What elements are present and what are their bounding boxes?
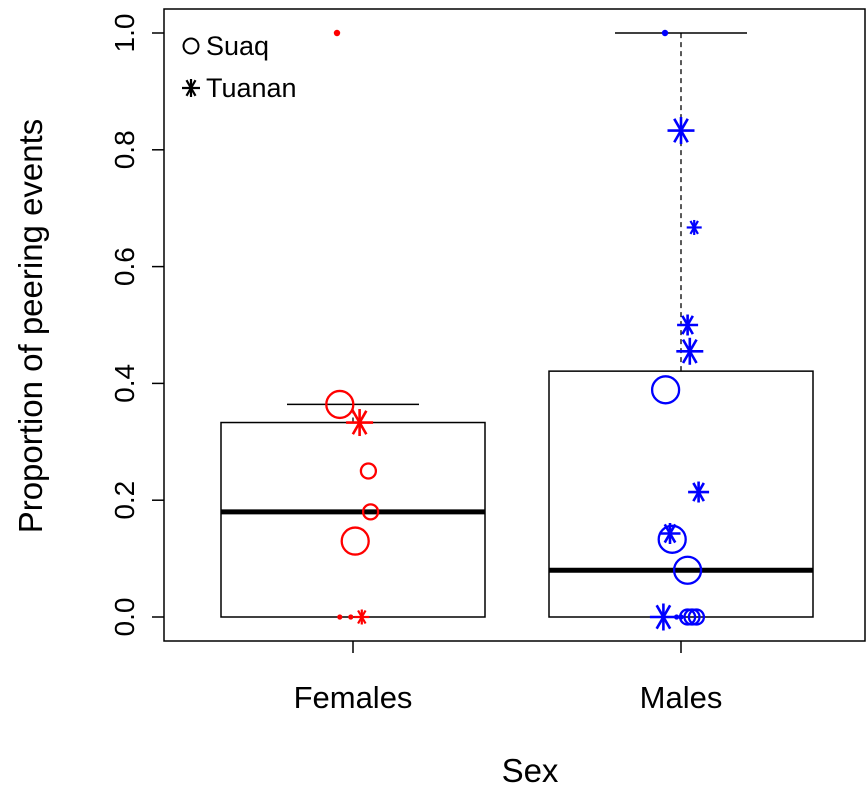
box-males bbox=[548, 370, 814, 618]
outlier-males-1 bbox=[661, 29, 669, 37]
y-axis-title: Proportion of peering events bbox=[12, 119, 49, 534]
x-tick-label-females: Females bbox=[294, 680, 413, 715]
y-tick-label-1: 0.2 bbox=[109, 481, 140, 520]
point-males-suaq-19 bbox=[674, 614, 680, 620]
plot-frame bbox=[163, 8, 866, 642]
point-males-suaq-17 bbox=[672, 555, 703, 585]
point-males-suaq-21 bbox=[678, 608, 697, 626]
point-males-suaq-22 bbox=[683, 608, 701, 626]
y-tick-label-4: 0.8 bbox=[109, 130, 140, 169]
x-tick-label-males: Males bbox=[640, 680, 723, 715]
point-females-suaq-3 bbox=[359, 462, 378, 480]
point-males-tuanan-11 bbox=[686, 219, 702, 235]
point-males-tuanan-12 bbox=[677, 314, 699, 336]
y-axis: 0.0 0.2 0.4 0.6 0.8 1.0 bbox=[109, 14, 164, 637]
x-axis-title: Sex bbox=[502, 752, 559, 789]
point-females-suaq-4 bbox=[361, 503, 380, 521]
legend-label-suaq: Suaq bbox=[206, 31, 269, 61]
point-males-tuanan-10 bbox=[667, 117, 695, 145]
point-females-tuanan-2 bbox=[346, 409, 374, 437]
point-females-suaq-7 bbox=[348, 614, 354, 620]
point-males-tuanan-14 bbox=[688, 481, 710, 503]
point-males-tuanan-18 bbox=[649, 603, 677, 631]
x-axis: Females Males bbox=[294, 641, 723, 715]
legend-marker-tuanan bbox=[182, 79, 200, 97]
box-females bbox=[220, 421, 486, 618]
y-tick-label-2: 0.4 bbox=[109, 364, 140, 403]
outlier-females-1 bbox=[333, 29, 341, 37]
point-females-suaq-1 bbox=[325, 389, 355, 420]
y-tick-label-3: 0.6 bbox=[109, 247, 140, 286]
point-females-suaq-6 bbox=[337, 614, 343, 620]
legend-label-tuanan: Tuanan bbox=[206, 73, 297, 103]
y-tick-label-0: 0.0 bbox=[109, 598, 140, 637]
point-males-tuanan-13 bbox=[676, 337, 704, 365]
point-males-suaq-9 bbox=[650, 375, 681, 405]
y-tick-label-5: 1.0 bbox=[109, 14, 140, 53]
plot-area bbox=[163, 8, 866, 642]
point-males-suaq-23 bbox=[687, 608, 706, 626]
legend-marker-suaq bbox=[182, 37, 200, 55]
point-females-suaq-5 bbox=[340, 526, 370, 556]
point-females-tuanan-8 bbox=[354, 609, 370, 625]
point-males-suaq-15 bbox=[657, 524, 687, 554]
legend: Suaq Tuanan bbox=[182, 31, 297, 103]
point-males-tuanan-16 bbox=[659, 522, 681, 544]
